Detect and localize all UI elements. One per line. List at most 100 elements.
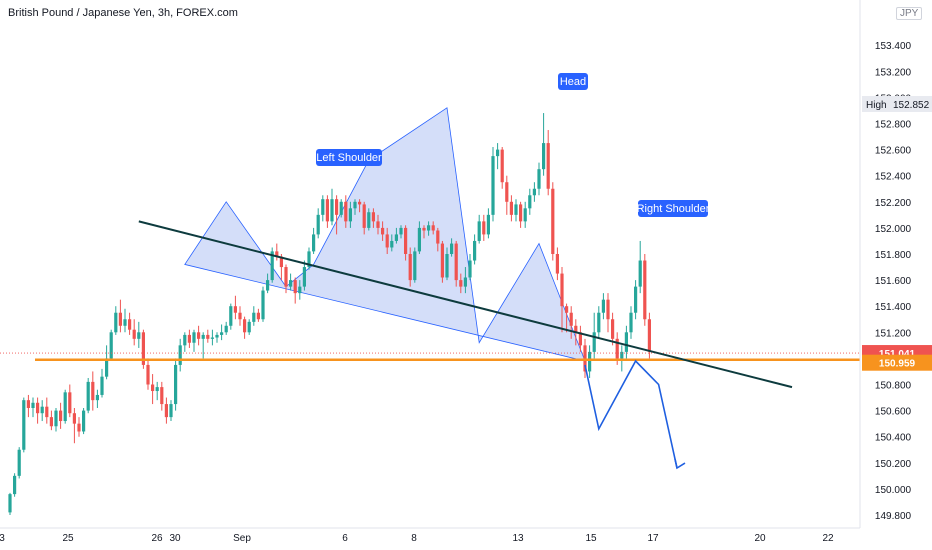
candle-body — [105, 358, 109, 377]
candle-body — [86, 381, 90, 411]
candle-body — [312, 234, 316, 252]
candle-body — [325, 199, 329, 222]
candle-body — [620, 351, 624, 359]
candle-body — [537, 169, 541, 189]
candle-body — [588, 351, 592, 372]
candle-body — [601, 299, 605, 313]
candle-body — [482, 221, 486, 235]
candle-body — [399, 227, 403, 235]
overlays: Left Shoulder Head Right Shoulder — [0, 73, 860, 470]
candle-body — [77, 423, 81, 432]
candle-body — [45, 406, 49, 418]
candle-body — [583, 345, 587, 372]
candle-body — [229, 306, 233, 326]
high-value: 152.852 — [893, 100, 930, 111]
x-tick-label: 13 — [512, 533, 524, 544]
y-tick-label: 153.200 — [875, 67, 912, 78]
candle-body — [560, 273, 564, 307]
candle-body — [551, 188, 555, 254]
candle-body — [114, 312, 118, 333]
y-tick-label: 151.600 — [875, 276, 912, 287]
candle-body — [509, 201, 513, 215]
currency-unit-badge[interactable]: JPY — [896, 7, 923, 20]
candle-body — [358, 201, 362, 205]
candle-body — [155, 387, 159, 392]
y-tick-label: 152.200 — [875, 198, 912, 209]
candle-body — [13, 475, 17, 495]
candle-body — [514, 204, 518, 215]
candle-body — [261, 290, 265, 320]
candle-body — [197, 332, 201, 339]
candle-body — [647, 319, 651, 352]
left-shoulder-label-bg — [316, 149, 382, 166]
head-label: Head — [560, 76, 586, 88]
candle-body — [298, 286, 302, 294]
candle-body — [82, 410, 86, 432]
candle-body — [436, 230, 440, 244]
candle-body — [353, 201, 357, 209]
candle-body — [348, 208, 352, 222]
candle-body — [546, 143, 550, 189]
neckline — [138, 220, 793, 389]
candle-body — [95, 394, 99, 401]
candle-body — [233, 306, 237, 313]
candle-body — [376, 221, 380, 228]
y-tick-label: 152.400 — [875, 172, 912, 183]
candle-body — [643, 260, 647, 320]
x-tick-label: Sep — [233, 533, 251, 544]
candle-body — [532, 188, 536, 196]
candle-body — [592, 332, 596, 352]
candle-body — [256, 312, 260, 320]
candle-body — [40, 406, 44, 414]
candle-body — [330, 199, 334, 222]
candle-body — [8, 494, 12, 513]
candle-body — [293, 280, 297, 294]
candle-body — [565, 306, 569, 313]
candle-body — [574, 325, 578, 333]
candle-body — [445, 254, 449, 278]
candle-body — [137, 332, 141, 339]
candle-body — [440, 243, 444, 278]
candle-body — [624, 332, 628, 352]
candle-body — [431, 225, 435, 231]
candle-body — [187, 334, 191, 343]
candle-body — [344, 201, 348, 222]
y-tick-label: 149.800 — [875, 511, 912, 522]
x-tick-label: 26 — [151, 533, 163, 544]
x-tick-label: 15 — [585, 533, 597, 544]
candle-body — [367, 212, 371, 228]
y-tick-label: 150.200 — [875, 459, 912, 470]
y-tick-label: 152.800 — [875, 120, 912, 131]
projection-path — [584, 359, 678, 469]
candle-body — [252, 312, 256, 322]
candle-body — [123, 319, 127, 326]
candle-body — [266, 280, 270, 291]
candle-body — [206, 334, 210, 339]
y-tick-label: 150.400 — [875, 433, 912, 444]
candle-body — [611, 319, 615, 339]
candle-body — [496, 149, 500, 157]
candle-body — [109, 332, 113, 359]
y-tick-label: 152.000 — [875, 224, 912, 235]
candle-body — [220, 332, 224, 335]
left-shoulder-label: Left Shoulder — [316, 152, 382, 164]
candle-body — [427, 225, 431, 231]
head-label-bg — [558, 73, 588, 90]
candle-body — [408, 254, 412, 281]
candle-body — [519, 204, 523, 222]
candle-body — [477, 221, 481, 241]
candle-body — [505, 182, 509, 202]
candle-body — [413, 251, 417, 281]
right-shoulder-label: Right Shoulder — [637, 203, 710, 215]
candle-body — [569, 312, 573, 326]
candle-body — [91, 381, 95, 401]
candle-body — [192, 332, 196, 343]
high-label: High — [866, 100, 887, 111]
candle-body — [371, 212, 375, 222]
candle-body — [528, 195, 532, 209]
x-tick-label: 25 — [62, 533, 74, 544]
current-price-badge: 151.041 — [879, 349, 916, 360]
y-tick-label: 152.600 — [875, 146, 912, 157]
candle-body — [417, 227, 421, 252]
